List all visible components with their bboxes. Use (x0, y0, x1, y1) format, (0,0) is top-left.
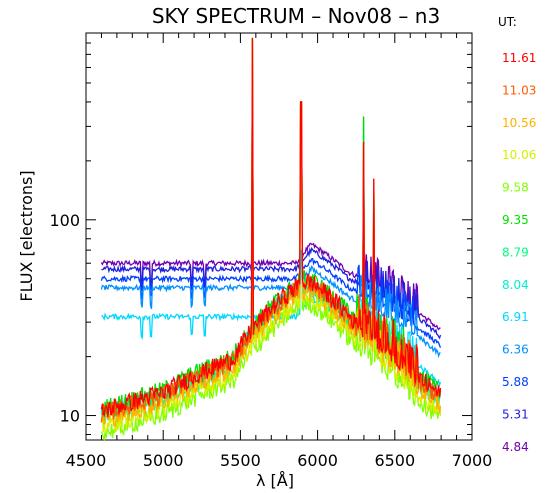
legend-entry: 8.79 (502, 245, 529, 259)
series-line (100, 37, 442, 418)
legend-entry: 6.91 (502, 310, 529, 324)
y-tick-label: 10 (60, 407, 80, 426)
legend-entry: 9.35 (502, 213, 529, 227)
x-tick-label: 6500 (374, 451, 415, 470)
series-line (100, 39, 442, 434)
legend-entry: 4.84 (502, 440, 529, 454)
legend-entry: 6.36 (502, 343, 529, 357)
plot-frame (85, 32, 473, 441)
legend-entry: 5.88 (502, 375, 529, 389)
legend-entry: 10.56 (502, 116, 536, 130)
x-axis-label: λ [Å] (256, 471, 294, 490)
plot-area: 4500 5000 5500 6000 6500 7000 10 100 (49, 32, 492, 470)
legend-entry: 5.31 (502, 407, 529, 421)
legend-title: UT: (498, 15, 517, 29)
x-tick-label: 4500 (66, 451, 107, 470)
x-tick-label: 6000 (297, 451, 338, 470)
legend-entry: 9.58 (502, 181, 529, 195)
x-tick-label: 5500 (220, 451, 261, 470)
legend-entry: 11.61 (502, 51, 536, 65)
x-tick-label: 7000 (452, 451, 493, 470)
series-line (100, 185, 442, 348)
series-line (100, 40, 442, 442)
legend-entry: 8.04 (502, 278, 529, 292)
series-layer (100, 37, 442, 442)
series-line (100, 185, 441, 359)
series-line (101, 185, 442, 340)
axis-layer: 4500 5000 5500 6000 6500 7000 10 100 (49, 33, 492, 470)
legend-entry: 11.03 (502, 83, 536, 97)
x-tick-label: 5000 (143, 451, 184, 470)
y-axis-label: FLUX [electrons] (17, 170, 36, 301)
legend-entry: 10.06 (502, 148, 536, 162)
y-tick-label: 100 (49, 211, 80, 230)
chart-title: SKY SPECTRUM – Nov08 – n3 (152, 4, 440, 28)
legend: UT: 11.61 11.03 10.56 10.06 9.58 9.35 8.79 8.04… (498, 15, 536, 454)
